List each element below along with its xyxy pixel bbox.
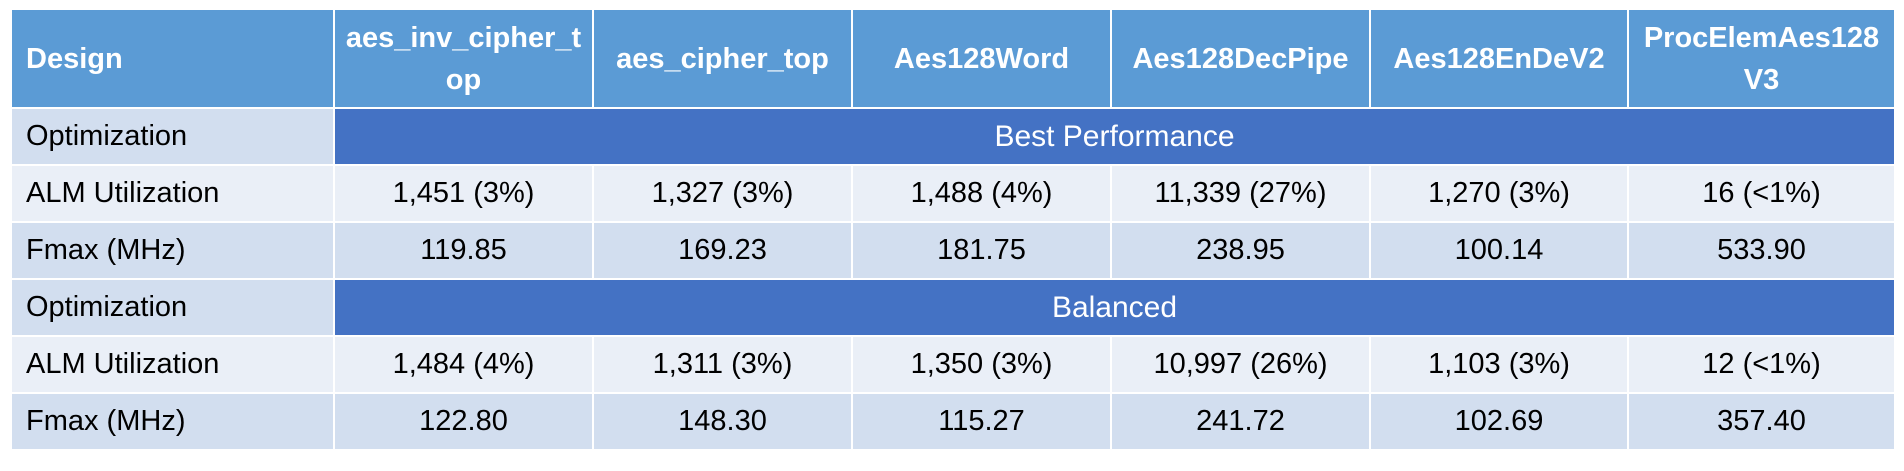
alm-utilization-row: ALM Utilization 1,484 (4%) 1,311 (3%) 1,… — [10, 335, 1896, 394]
alm-cell: 1,488 (4%) — [851, 164, 1112, 223]
alm-cell: 1,484 (4%) — [333, 335, 594, 394]
optimization-banner: Best Performance — [333, 107, 1896, 166]
alm-cell: 1,311 (3%) — [592, 335, 853, 394]
header-design-col-6: ProcElemAes128V3 — [1627, 8, 1896, 109]
fmax-row: Fmax (MHz) 119.85 169.23 181.75 238.95 1… — [10, 221, 1896, 280]
fmax-cell: 533.90 — [1627, 221, 1896, 280]
fmax-cell: 100.14 — [1369, 221, 1629, 280]
fmax-cell: 241.72 — [1110, 392, 1371, 451]
alm-utilization-row: ALM Utilization 1,451 (3%) 1,327 (3%) 1,… — [10, 164, 1896, 223]
optimization-label: Optimization — [10, 278, 335, 337]
alm-cell: 12 (<1%) — [1627, 335, 1896, 394]
optimization-row-best-performance: Optimization Best Performance — [10, 107, 1896, 166]
optimization-banner: Balanced — [333, 278, 1896, 337]
alm-cell: 11,339 (27%) — [1110, 164, 1371, 223]
fmax-cell: 169.23 — [592, 221, 853, 280]
fmax-cell: 122.80 — [333, 392, 594, 451]
alm-cell: 1,103 (3%) — [1369, 335, 1629, 394]
fmax-label: Fmax (MHz) — [10, 221, 335, 280]
header-design-col-2: aes_cipher_top — [592, 8, 853, 109]
header-design-col-3: Aes128Word — [851, 8, 1112, 109]
fmax-cell: 238.95 — [1110, 221, 1371, 280]
header-design: Design — [10, 8, 335, 109]
fmax-cell: 181.75 — [851, 221, 1112, 280]
header-design-col-4: Aes128DecPipe — [1110, 8, 1371, 109]
header-design-col-1: aes_inv_cipher_top — [333, 8, 594, 109]
alm-cell: 1,451 (3%) — [333, 164, 594, 223]
alm-cell: 16 (<1%) — [1627, 164, 1896, 223]
fmax-cell: 357.40 — [1627, 392, 1896, 451]
optimization-row-balanced: Optimization Balanced — [10, 278, 1896, 337]
optimization-label: Optimization — [10, 107, 335, 166]
fmax-cell: 102.69 — [1369, 392, 1629, 451]
alm-cell: 1,327 (3%) — [592, 164, 853, 223]
alm-cell: 1,350 (3%) — [851, 335, 1112, 394]
fmax-label: Fmax (MHz) — [10, 392, 335, 451]
fmax-row: Fmax (MHz) 122.80 148.30 115.27 241.72 1… — [10, 392, 1896, 451]
results-table: Design aes_inv_cipher_top aes_cipher_top… — [10, 8, 1896, 451]
fmax-cell: 119.85 — [333, 221, 594, 280]
fmax-cell: 148.30 — [592, 392, 853, 451]
alm-cell: 10,997 (26%) — [1110, 335, 1371, 394]
results-table-container: Design aes_inv_cipher_top aes_cipher_top… — [10, 8, 1896, 451]
alm-cell: 1,270 (3%) — [1369, 164, 1629, 223]
header-row: Design aes_inv_cipher_top aes_cipher_top… — [10, 8, 1896, 109]
alm-utilization-label: ALM Utilization — [10, 335, 335, 394]
fmax-cell: 115.27 — [851, 392, 1112, 451]
header-design-col-5: Aes128EnDeV2 — [1369, 8, 1629, 109]
alm-utilization-label: ALM Utilization — [10, 164, 335, 223]
